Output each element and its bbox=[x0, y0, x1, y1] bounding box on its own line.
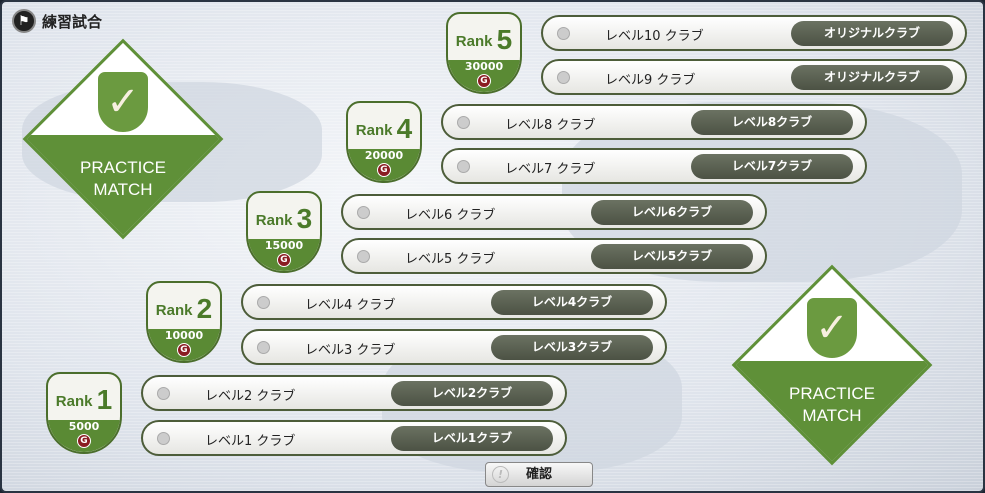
title-text: 練習試合 bbox=[42, 12, 103, 31]
practice-match-emblem: ✓ PRACTICE MATCH bbox=[731, 264, 933, 466]
radio-button[interactable] bbox=[157, 387, 170, 400]
check-shield-icon: ✓ bbox=[804, 295, 860, 361]
confirm-button[interactable]: ! 確認 bbox=[485, 462, 593, 487]
rank-badge: Rank 4 20000 G bbox=[346, 101, 422, 183]
club-row[interactable]: レベル3 クラブ レベル3クラブ bbox=[241, 329, 667, 365]
club-button[interactable]: レベル2クラブ bbox=[391, 381, 553, 406]
club-row[interactable]: レベル1 クラブ レベル1クラブ bbox=[141, 420, 567, 456]
rank-badge: Rank 5 30000 G bbox=[446, 12, 522, 94]
gold-coin-icon: G bbox=[177, 343, 191, 357]
club-name: レベル7 クラブ bbox=[505, 162, 596, 177]
club-button[interactable]: レベル4クラブ bbox=[491, 290, 653, 315]
club-name: レベル6 クラブ bbox=[405, 208, 496, 223]
practice-match-emblem: ✓ PRACTICE MATCH bbox=[22, 38, 224, 240]
radio-button[interactable] bbox=[257, 341, 270, 354]
radio-button[interactable] bbox=[357, 206, 370, 219]
club-name: レベル1 クラブ bbox=[205, 434, 296, 449]
club-name: レベル9 クラブ bbox=[605, 73, 696, 88]
rank-label: Rank bbox=[55, 393, 93, 410]
rank-number: 5 bbox=[496, 24, 513, 55]
radio-button[interactable] bbox=[457, 160, 470, 173]
club-button[interactable]: レベル7クラブ bbox=[691, 154, 853, 179]
emblem-line1: PRACTICE bbox=[789, 384, 875, 403]
club-button[interactable]: オリジナルクラブ bbox=[791, 65, 953, 90]
rank-cost: 15000 bbox=[264, 239, 304, 252]
club-name: レベル5 クラブ bbox=[405, 252, 496, 267]
club-button[interactable]: レベル8クラブ bbox=[691, 110, 853, 135]
rank-label: Rank bbox=[155, 302, 193, 319]
gold-coin-icon: G bbox=[377, 163, 391, 177]
club-name: レベル2 クラブ bbox=[205, 389, 296, 404]
club-row[interactable]: レベル10 クラブ オリジナルクラブ bbox=[541, 15, 967, 51]
club-name: レベル10 クラブ bbox=[605, 29, 704, 44]
gold-coin-icon: G bbox=[277, 253, 291, 267]
confirm-label: 確認 bbox=[525, 467, 552, 482]
radio-button[interactable] bbox=[357, 250, 370, 263]
club-button[interactable]: レベル1クラブ bbox=[391, 426, 553, 451]
radio-button[interactable] bbox=[257, 296, 270, 309]
gold-coin-icon: G bbox=[77, 434, 91, 448]
flag-icon: ⚑ bbox=[12, 9, 36, 33]
emblem-line2: MATCH bbox=[802, 406, 862, 425]
club-row[interactable]: レベル8 クラブ レベル8クラブ bbox=[441, 104, 867, 140]
rank-label: Rank bbox=[255, 212, 293, 229]
club-button[interactable]: レベル6クラブ bbox=[591, 200, 753, 225]
club-name: レベル3 クラブ bbox=[305, 343, 396, 358]
radio-button[interactable] bbox=[557, 71, 570, 84]
rank-label: Rank bbox=[455, 33, 493, 50]
emblem-line2: MATCH bbox=[93, 180, 153, 199]
club-button[interactable]: オリジナルクラブ bbox=[791, 21, 953, 46]
rank-number: 3 bbox=[296, 203, 313, 234]
club-row[interactable]: レベル7 クラブ レベル7クラブ bbox=[441, 148, 867, 184]
radio-button[interactable] bbox=[157, 432, 170, 445]
rank-number: 2 bbox=[196, 293, 213, 324]
window-title: ⚑ 練習試合 bbox=[12, 9, 102, 33]
check-shield-icon: ✓ bbox=[95, 69, 151, 135]
info-icon: ! bbox=[492, 466, 509, 483]
radio-button[interactable] bbox=[557, 27, 570, 40]
club-row[interactable]: レベル2 クラブ レベル2クラブ bbox=[141, 375, 567, 411]
rank-cost: 5000 bbox=[68, 420, 100, 433]
club-row[interactable]: レベル4 クラブ レベル4クラブ bbox=[241, 284, 667, 320]
club-name: レベル4 クラブ bbox=[305, 298, 396, 313]
rank-cost: 30000 bbox=[464, 60, 504, 73]
rank-number: 1 bbox=[96, 384, 113, 415]
gold-coin-icon: G bbox=[477, 74, 491, 88]
rank-badge: Rank 2 10000 G bbox=[146, 281, 222, 363]
club-row[interactable]: レベル5 クラブ レベル5クラブ bbox=[341, 238, 767, 274]
rank-badge: Rank 3 15000 G bbox=[246, 191, 322, 273]
club-row[interactable]: レベル9 クラブ オリジナルクラブ bbox=[541, 59, 967, 95]
club-row[interactable]: レベル6 クラブ レベル6クラブ bbox=[341, 194, 767, 230]
radio-button[interactable] bbox=[457, 116, 470, 129]
rank-cost: 10000 bbox=[164, 329, 204, 342]
club-button[interactable]: レベル3クラブ bbox=[491, 335, 653, 360]
rank-badge: Rank 1 5000 G bbox=[46, 372, 122, 454]
rank-label: Rank bbox=[355, 122, 393, 139]
rank-number: 4 bbox=[396, 113, 413, 144]
rank-cost: 20000 bbox=[364, 149, 404, 162]
emblem-line1: PRACTICE bbox=[80, 158, 166, 177]
club-button[interactable]: レベル5クラブ bbox=[591, 244, 753, 269]
club-name: レベル8 クラブ bbox=[505, 118, 596, 133]
